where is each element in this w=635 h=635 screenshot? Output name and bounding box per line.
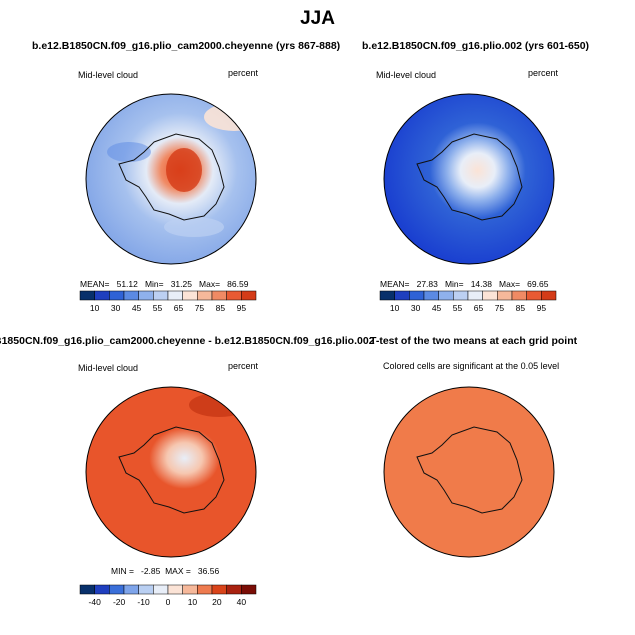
colorbar-swatch [182, 584, 198, 595]
colorbar-swatch [211, 290, 227, 301]
colorbar-swatch [423, 290, 439, 301]
colorbar-tick-label: 65 [174, 303, 184, 313]
colorbar-swatch [541, 290, 557, 301]
colorbar-tick-label: 85 [216, 303, 226, 313]
panel3-title: B1850CN.f09_g16.plio_cam2000.cheyenne - … [0, 335, 375, 347]
colorbar-swatch [467, 290, 483, 301]
colorbar-tick-label: 30 [411, 303, 421, 313]
colorbar-swatch [226, 290, 242, 301]
panel4-subtitle: Colored cells are significant at the 0.0… [383, 361, 560, 371]
colorbar-swatch [153, 584, 169, 595]
colorbar-tick-label: 55 [153, 303, 163, 313]
colorbar-tick-label: 45 [132, 303, 142, 313]
colorbar-swatch [526, 290, 542, 301]
colorbar-swatch [497, 290, 513, 301]
colorbar-swatch [482, 290, 498, 301]
panel4-map [383, 386, 555, 558]
colorbar-swatch [438, 290, 454, 301]
colorbar-tick-label: 20 [212, 597, 222, 607]
panel4-title: T-test of the two means at each grid poi… [370, 335, 578, 347]
colorbar-swatch [511, 290, 527, 301]
colorbar-tick-label: 40 [237, 597, 247, 607]
colorbar-tick-label: 10 [90, 303, 100, 313]
panel1-stats: MEAN= 51.12 Min= 31.25 Max= 86.59 [80, 279, 249, 289]
colorbar-swatch [123, 290, 139, 301]
colorbar-swatch [197, 290, 213, 301]
panel2-map [383, 93, 555, 265]
panel2-stats: MEAN= 27.83 Min= 14.38 Max= 69.65 [380, 279, 549, 289]
colorbar-tick-label: -40 [89, 597, 102, 607]
colorbar-tick-label: 95 [237, 303, 247, 313]
panel2-coastline [416, 133, 523, 221]
colorbar-swatch [153, 290, 169, 301]
colorbar-swatch [79, 584, 95, 595]
panel3-stats: MIN = -2.85 MAX = 36.56 [111, 566, 220, 576]
colorbar-tick-label: 45 [432, 303, 442, 313]
colorbar-swatch [241, 290, 257, 301]
panel1-map [85, 93, 257, 265]
colorbar-swatch [182, 290, 198, 301]
panel1-colorbar: 10 30 45 55 65 75 85 95 [79, 290, 257, 313]
colorbar-swatch [138, 290, 154, 301]
colorbar-swatch [79, 290, 95, 301]
colorbar-swatch [167, 584, 183, 595]
colorbar-swatch [226, 584, 242, 595]
panel3-coastline [118, 426, 225, 514]
colorbar-tick-label: 0 [166, 597, 171, 607]
colorbar-tick-label: 95 [537, 303, 547, 313]
colorbar-swatch [94, 584, 110, 595]
colorbar-swatch [453, 290, 469, 301]
colorbar-tick-label: 85 [516, 303, 526, 313]
colorbar-tick-label: 75 [195, 303, 205, 313]
colorbar-tick-label: 10 [188, 597, 198, 607]
colorbar-tick-label: 10 [390, 303, 400, 313]
panel3-units-label: percent [228, 361, 259, 371]
colorbar-swatch [109, 290, 125, 301]
colorbar-tick-label: 65 [474, 303, 484, 313]
colorbar-tick-label: -20 [113, 597, 126, 607]
panel1-coastline [118, 133, 225, 221]
panel1-title: b.e12.B1850CN.f09_g16.plio_cam2000.cheye… [32, 40, 341, 52]
panel2-title: b.e12.B1850CN.f09_g16.plio.002 (yrs 601-… [362, 40, 590, 52]
panel2-units-label: percent [528, 68, 559, 78]
colorbar-swatch [394, 290, 410, 301]
panel1-units-label: percent [228, 68, 259, 78]
panel3-field-label: Mid-level cloud [78, 363, 139, 373]
colorbar-swatch [123, 584, 139, 595]
colorbar-tick-label: -10 [137, 597, 150, 607]
colorbar-swatch [379, 290, 395, 301]
panel1-field-label: Mid-level cloud [78, 70, 139, 80]
colorbar-swatch [138, 584, 154, 595]
panel4-coastline [416, 426, 523, 514]
colorbar-swatch [211, 584, 227, 595]
figure-title: JJA [300, 8, 335, 29]
panel2-colorbar: 10 30 45 55 65 75 85 95 [379, 290, 557, 313]
colorbar-swatch [409, 290, 425, 301]
panel2-field-label: Mid-level cloud [376, 70, 437, 80]
colorbar-tick-label: 55 [453, 303, 463, 313]
colorbar-swatch [167, 290, 183, 301]
colorbar-swatch [241, 584, 257, 595]
colorbar-tick-label: 30 [111, 303, 121, 313]
colorbar-swatch [109, 584, 125, 595]
colorbar-tick-label: 75 [495, 303, 505, 313]
colorbar-swatch [197, 584, 213, 595]
colorbar-swatch [94, 290, 110, 301]
panel3-colorbar: -40 -20 -10 0 10 20 40 [79, 584, 257, 607]
panel3-map [85, 386, 257, 558]
